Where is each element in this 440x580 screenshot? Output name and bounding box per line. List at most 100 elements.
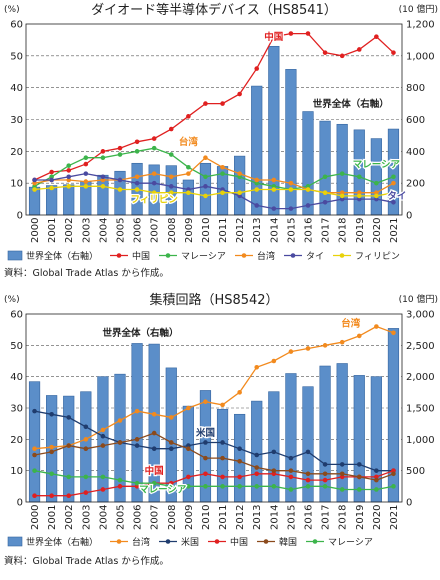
point-タイ-2016	[305, 203, 311, 208]
bar-2006	[131, 343, 143, 503]
point-フィリピン-2010	[203, 193, 208, 199]
point-中国-2021	[391, 50, 396, 55]
x-tick-label: 2015	[286, 218, 297, 243]
x-tick-label: 2014	[269, 505, 280, 530]
point-マレーシア-2005	[117, 477, 123, 483]
right-tick-label: 400	[406, 147, 425, 158]
point-フィリピン-2008	[168, 190, 174, 196]
point-マレーシア-2003	[83, 155, 89, 160]
point-タイ-2013	[254, 203, 260, 208]
point-マレーシア-2000	[32, 468, 37, 473]
x-tick-label: 2021	[389, 218, 400, 243]
bar-2002	[63, 184, 75, 216]
point-中国-2005	[117, 484, 123, 489]
x-tick-label: 2013	[252, 218, 263, 243]
right-tick-label: 600	[406, 115, 425, 126]
left-tick-label: 0	[17, 498, 23, 509]
point-米国-2006	[134, 443, 140, 448]
point-タイ-2020	[374, 196, 379, 202]
point-タイ-2010	[203, 184, 208, 189]
bar-2020	[370, 138, 382, 216]
point-タイ-2007	[151, 180, 157, 186]
point-韓国-2010	[203, 455, 208, 461]
point-台湾-2014	[271, 177, 277, 183]
left-axis-unit: (%)	[4, 5, 20, 15]
point-台湾-2003	[83, 179, 89, 184]
x-tick-label: 2008	[167, 505, 178, 530]
point-台湾-2009	[186, 405, 191, 411]
point-中国-2011	[220, 474, 225, 480]
point-マレーシア-2004	[100, 474, 106, 480]
bar-2019	[353, 129, 365, 216]
point-マレーシア-2012	[237, 484, 242, 489]
annotation-中国: 中国	[145, 465, 164, 477]
point-中国-2006	[134, 139, 140, 145]
annotation-台湾: 台湾	[341, 318, 361, 330]
right-tick-label: 0	[406, 498, 412, 509]
point-タイ-2000	[32, 177, 37, 183]
point-台湾-2007	[151, 411, 157, 417]
point-米国-2013	[254, 452, 260, 458]
point-台湾-2018	[339, 339, 345, 345]
bar-2010	[199, 162, 212, 216]
bar-2004	[97, 376, 109, 503]
bar-2002	[63, 395, 75, 503]
legend-marker-中国	[214, 539, 220, 544]
x-tick-label: 2009	[184, 505, 195, 530]
point-タイ-2018	[339, 196, 345, 202]
point-台湾-2005	[117, 418, 123, 423]
plot-frame	[25, 23, 403, 216]
legend: 世界全体（右軸） 台湾 米国 中国 韓国 マレーシア	[7, 536, 373, 548]
point-米国-2020	[374, 468, 379, 473]
chart-2: 集積回路（HS8542） (%) (10 億円) 0 10 20 30 40 50 60 0 500 1…	[4, 292, 438, 567]
left-tick-label: 50	[10, 51, 23, 62]
point-中国-2010	[203, 471, 208, 477]
point-フィリピン-2017	[322, 190, 328, 196]
left-tick-label: 60	[10, 310, 23, 321]
bar-2015	[285, 69, 297, 216]
annotation-米国: 米国	[195, 427, 215, 439]
point-台湾-2006	[134, 408, 140, 414]
series-line-韓国	[34, 432, 394, 481]
point-中国-2002	[66, 493, 72, 499]
point-韓国-2018	[339, 471, 345, 477]
point-マレーシア-2006	[134, 149, 140, 154]
left-tick-label: 20	[10, 435, 23, 446]
point-フィリピン-2003	[83, 184, 89, 189]
point-中国-2000	[32, 493, 37, 499]
annotation-フィリピン: フィリピン	[131, 193, 178, 205]
point-台湾-2013	[254, 364, 260, 370]
bar-2018	[336, 363, 348, 503]
point-中国-2017	[322, 50, 328, 55]
point-韓国-2014	[271, 468, 277, 473]
point-台湾-2006	[134, 174, 140, 180]
point-韓国-2001	[49, 449, 54, 455]
right-tick-label: 200	[406, 179, 425, 190]
point-中国-2013	[254, 471, 260, 477]
point-タイ-2009	[186, 187, 191, 192]
legend-label-bar: 世界全体（右軸）	[26, 536, 98, 548]
point-マレーシア-2014	[271, 184, 277, 189]
x-tick-label: 2014	[269, 218, 280, 243]
right-tick-label: 0	[406, 211, 412, 222]
point-フィリピン-2013	[254, 187, 260, 192]
legend-marker-マレーシア	[165, 253, 171, 258]
right-axis-unit: (10 億円)	[399, 3, 438, 15]
point-フィリピン-2002	[66, 184, 72, 189]
point-台湾-2018	[339, 190, 345, 196]
x-tick-label: 2004	[98, 218, 109, 243]
point-台湾-2008	[168, 174, 174, 180]
bar-2013	[251, 85, 263, 216]
point-中国-2003	[83, 490, 89, 495]
left-axis-unit: (%)	[4, 295, 20, 305]
point-台湾-2015	[288, 349, 294, 354]
x-tick-label: 2006	[133, 218, 144, 243]
annotation-世界全体（右軸）: 世界全体（右軸）	[103, 327, 179, 339]
point-米国-2001	[49, 411, 54, 417]
point-マレーシア-2013	[254, 180, 260, 186]
x-tick-label: 2003	[81, 218, 92, 243]
legend-label-マレーシア: マレーシア	[328, 538, 373, 548]
point-台湾-2020	[374, 324, 379, 329]
legend-label-台湾: 台湾	[257, 250, 275, 262]
point-フィリピン-2014	[271, 187, 277, 192]
